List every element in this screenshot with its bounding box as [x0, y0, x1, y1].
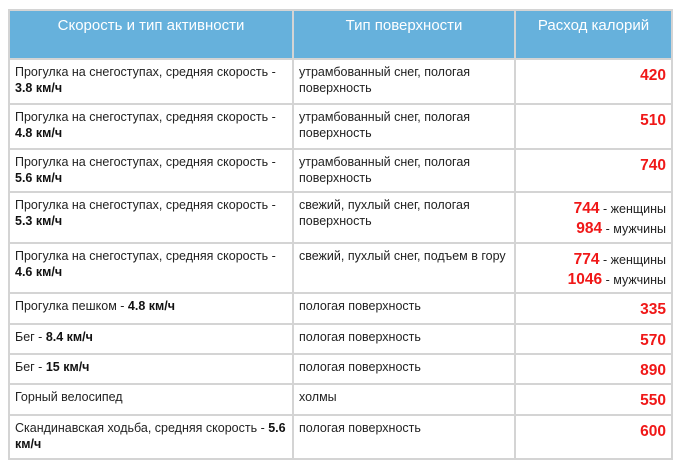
activity-cell: Прогулка пешком - 4.8 км/ч [8, 292, 294, 325]
activity-cell: Горный велосипед [8, 383, 294, 416]
table-row: Горный велосипед холмы 550 [8, 383, 673, 416]
surface-cell: пологая поверхность [292, 414, 516, 460]
calorie-entry: 600 [521, 422, 666, 442]
calorie-entry: 744 - женщины [521, 199, 666, 219]
activity-cell: Прогулка на снегоступах, средняя скорост… [8, 242, 294, 294]
activity-text: Бег - [15, 330, 46, 344]
speed-value: 4.8 км/ч [15, 126, 63, 140]
surface-cell: утрамбованный снег, пологая поверхность [292, 148, 516, 193]
header-row: Скорость и тип активности Тип поверхност… [8, 9, 673, 60]
table-row: Прогулка пешком - 4.8 км/ч пологая поверх… [8, 292, 673, 325]
calorie-value: 744 [573, 200, 600, 217]
activity-text: Скандинавская ходьба, средняя скорость - [15, 421, 269, 435]
activity-text: Прогулка на снегоступах, средняя скорост… [15, 249, 276, 263]
table-row: Прогулка на снегоступах, средняя скорост… [8, 103, 673, 150]
calorie-entry: 1046 - мужчины [521, 270, 666, 290]
calorie-value: 890 [640, 362, 666, 379]
calorie-entry: 984 - мужчины [521, 219, 666, 239]
calories-cell: 570 [514, 323, 673, 355]
calorie-entry: 774 - женщины [521, 250, 666, 270]
calorie-note: - мужчины [602, 222, 666, 236]
speed-value: 4.8 км/ч [127, 299, 175, 313]
activity-cell: Прогулка на снегоступах, средняя скорост… [8, 191, 294, 244]
surface-cell: утрамбованный снег, пологая поверхность [292, 103, 516, 150]
calorie-entry: 890 [521, 361, 666, 381]
activity-text: Бег - [15, 360, 46, 374]
activity-text: Прогулка на снегоступах, средняя скорост… [15, 155, 276, 169]
calorie-value: 1046 [567, 271, 603, 288]
surface-cell: пологая поверхность [292, 353, 516, 385]
speed-value: 5.3 км/ч [15, 214, 63, 228]
calorie-entry: 740 [521, 156, 666, 176]
activity-text: Прогулка пешком - [15, 299, 128, 313]
speed-value: 5.6 км/ч [15, 421, 286, 451]
activity-text: Прогулка на снегоступах, средняя скорост… [15, 110, 276, 124]
calorie-entry: 550 [521, 391, 666, 411]
calorie-entry: 510 [521, 111, 666, 131]
activity-cell: Прогулка на снегоступах, средняя скорост… [8, 148, 294, 193]
speed-value: 4.6 км/ч [15, 265, 63, 279]
activity-cell: Прогулка на снегоступах, средняя скорост… [8, 58, 294, 105]
calorie-value: 774 [573, 251, 600, 268]
calories-cell: 420 [514, 58, 673, 105]
calorie-entry: 570 [521, 331, 666, 351]
surface-cell: пологая поверхность [292, 323, 516, 355]
calorie-note: - мужчины [602, 273, 666, 287]
calorie-note: - женщины [599, 253, 666, 267]
calorie-table: Скорость и тип активности Тип поверхност… [8, 9, 673, 460]
table-row: Прогулка на снегоступах, средняя скорост… [8, 148, 673, 193]
calorie-value: 740 [640, 157, 666, 174]
calories-cell: 744 - женщины 984 - мужчины [514, 191, 673, 244]
calorie-note: - женщины [599, 202, 666, 216]
calories-cell: 510 [514, 103, 673, 150]
calories-cell: 335 [514, 292, 673, 325]
calories-cell: 774 - женщины 1046 - мужчины [514, 242, 673, 294]
calorie-value: 600 [640, 423, 666, 440]
activity-text: Горный велосипед [15, 390, 123, 404]
speed-value: 15 км/ч [45, 360, 90, 374]
surface-cell: утрамбованный снег, пологая поверхность [292, 58, 516, 105]
header-surface: Тип поверхности [292, 9, 516, 60]
table-row: Прогулка на снегоступах, средняя скорост… [8, 191, 673, 244]
surface-cell: свежий, пухлый снег, пологая поверхность [292, 191, 516, 244]
table-row: Бег - 8.4 км/ч пологая поверхность 570 [8, 323, 673, 355]
activity-cell: Бег - 15 км/ч [8, 353, 294, 385]
calorie-value: 335 [640, 301, 666, 318]
calorie-value: 550 [640, 392, 666, 409]
activity-text: Прогулка на снегоступах, средняя скорост… [15, 65, 276, 79]
table-row: Прогулка на снегоступах, средняя скорост… [8, 242, 673, 294]
calorie-entry: 335 [521, 300, 666, 320]
activity-cell: Прогулка на снегоступах, средняя скорост… [8, 103, 294, 150]
calories-cell: 550 [514, 383, 673, 416]
calories-cell: 890 [514, 353, 673, 385]
header-calories: Расход калорий [514, 9, 673, 60]
calorie-entry: 420 [521, 66, 666, 86]
activity-cell: Бег - 8.4 км/ч [8, 323, 294, 355]
calories-cell: 740 [514, 148, 673, 193]
surface-cell: свежий, пухлый снег, подъем в гору [292, 242, 516, 294]
table-row: Бег - 15 км/ч пологая поверхность 890 [8, 353, 673, 385]
activity-text: Прогулка на снегоступах, средняя скорост… [15, 198, 276, 212]
speed-value: 8.4 км/ч [45, 330, 93, 344]
surface-cell: холмы [292, 383, 516, 416]
activity-cell: Скандинавская ходьба, средняя скорость -… [8, 414, 294, 460]
calorie-value: 510 [640, 112, 666, 129]
table-row: Скандинавская ходьба, средняя скорость -… [8, 414, 673, 460]
calorie-value: 570 [640, 332, 666, 349]
header-activity: Скорость и тип активности [8, 9, 294, 60]
speed-value: 3.8 км/ч [15, 81, 63, 95]
calories-cell: 600 [514, 414, 673, 460]
surface-cell: пологая поверхность [292, 292, 516, 325]
calorie-value: 420 [640, 67, 666, 84]
calorie-value: 984 [576, 220, 603, 237]
speed-value: 5.6 км/ч [15, 171, 63, 185]
table-row: Прогулка на снегоступах, средняя скорост… [8, 58, 673, 105]
